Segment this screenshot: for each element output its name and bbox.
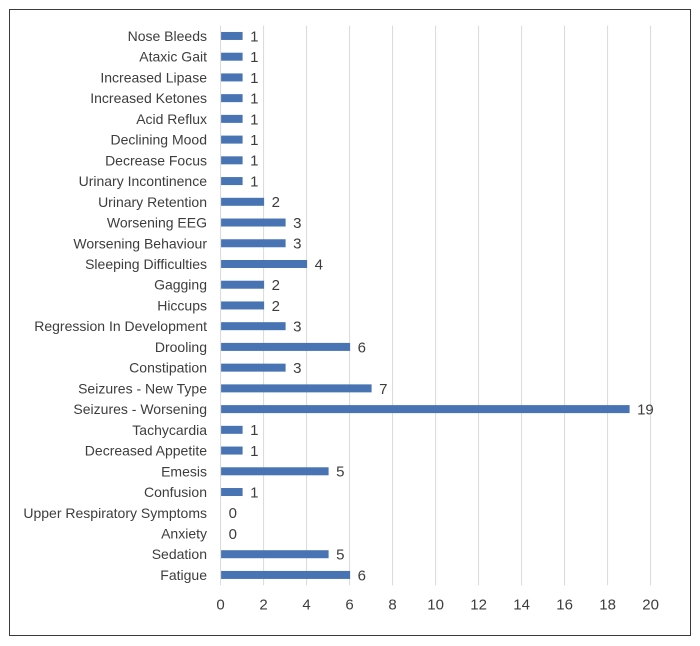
svg-text:Worsening Behaviour: Worsening Behaviour — [73, 235, 207, 251]
svg-text:1: 1 — [250, 49, 258, 66]
svg-text:Urinary Incontinence: Urinary Incontinence — [79, 173, 208, 189]
svg-text:Decreased Appetite: Decreased Appetite — [85, 443, 207, 459]
svg-text:2: 2 — [259, 597, 267, 614]
svg-text:1: 1 — [250, 443, 258, 460]
svg-text:3: 3 — [293, 215, 301, 232]
svg-text:3: 3 — [293, 236, 301, 253]
svg-text:Seizures - Worsening: Seizures - Worsening — [73, 401, 207, 417]
svg-text:0: 0 — [216, 597, 224, 614]
svg-text:Emesis: Emesis — [161, 463, 207, 479]
svg-text:Upper Respiratory Symptoms: Upper Respiratory Symptoms — [23, 505, 207, 521]
svg-text:Tachycardia: Tachycardia — [132, 422, 207, 438]
svg-text:Constipation: Constipation — [129, 360, 207, 376]
svg-text:1: 1 — [250, 153, 258, 170]
svg-text:3: 3 — [293, 360, 301, 377]
svg-text:Seizures - New Type: Seizures - New Type — [78, 380, 207, 396]
svg-text:5: 5 — [336, 547, 344, 564]
svg-text:20: 20 — [642, 597, 659, 614]
svg-text:Increased Lipase: Increased Lipase — [100, 69, 207, 85]
svg-text:1: 1 — [250, 70, 258, 87]
svg-text:12: 12 — [470, 597, 487, 614]
svg-text:Confusion: Confusion — [144, 484, 207, 500]
svg-text:Urinary Retention: Urinary Retention — [98, 194, 207, 210]
svg-text:Declining Mood: Declining Mood — [111, 132, 208, 148]
svg-text:3: 3 — [293, 319, 301, 336]
svg-text:2: 2 — [272, 298, 280, 315]
svg-text:5: 5 — [336, 464, 344, 481]
svg-text:6: 6 — [358, 339, 366, 356]
svg-text:16: 16 — [556, 597, 573, 614]
svg-text:1: 1 — [250, 173, 258, 190]
svg-text:7: 7 — [379, 381, 387, 398]
svg-text:14: 14 — [513, 597, 530, 614]
svg-text:Hiccups: Hiccups — [157, 297, 207, 313]
svg-text:Acid Reflux: Acid Reflux — [136, 111, 207, 127]
svg-text:2: 2 — [272, 277, 280, 294]
svg-text:1: 1 — [250, 422, 258, 439]
svg-text:1: 1 — [250, 111, 258, 128]
svg-text:4: 4 — [315, 256, 323, 273]
svg-text:1: 1 — [250, 132, 258, 149]
svg-text:0: 0 — [229, 505, 237, 522]
svg-text:6: 6 — [345, 597, 353, 614]
svg-text:1: 1 — [250, 28, 258, 45]
svg-text:Increased Ketones: Increased Ketones — [90, 90, 207, 106]
svg-text:Worsening EEG: Worsening EEG — [107, 215, 207, 231]
svg-text:Fatigue: Fatigue — [160, 567, 207, 583]
svg-text:Ataxic Gait: Ataxic Gait — [139, 49, 207, 65]
svg-text:Sedation: Sedation — [152, 546, 207, 562]
svg-text:Gagging: Gagging — [154, 277, 207, 293]
svg-text:Drooling: Drooling — [155, 339, 207, 355]
svg-text:Nose Bleeds: Nose Bleeds — [128, 28, 207, 44]
svg-text:Decrease Focus: Decrease Focus — [105, 152, 207, 168]
svg-text:1: 1 — [250, 484, 258, 501]
svg-text:19: 19 — [637, 402, 654, 419]
svg-text:10: 10 — [427, 597, 444, 614]
svg-text:6: 6 — [358, 567, 366, 584]
svg-text:0: 0 — [229, 526, 237, 543]
svg-text:Regression In Development: Regression In Development — [34, 318, 207, 334]
svg-text:18: 18 — [599, 597, 616, 614]
svg-text:2: 2 — [272, 194, 280, 211]
svg-text:1: 1 — [250, 91, 258, 108]
svg-text:Sleeping Difficulties: Sleeping Difficulties — [85, 256, 207, 272]
svg-text:4: 4 — [302, 597, 310, 614]
svg-text:Anxiety: Anxiety — [161, 525, 207, 541]
svg-text:8: 8 — [388, 597, 396, 614]
